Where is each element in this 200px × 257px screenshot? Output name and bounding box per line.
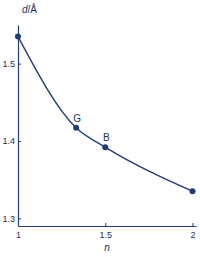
tick: 2 (191, 223, 196, 240)
tick: 1.5 (2, 59, 21, 69)
y-axis-title: d/Å (22, 3, 37, 15)
tick-mark (193, 223, 194, 226)
tick-label: 1.5 (2, 59, 15, 69)
axis-line (18, 26, 19, 227)
axis-line (19, 226, 197, 227)
x-axis-title: n (104, 242, 110, 253)
point (190, 188, 196, 194)
tick-label: 1.3 (2, 214, 15, 224)
tick: 1.3 (2, 214, 21, 224)
point-label: B (103, 132, 110, 143)
tick-label: 2 (191, 230, 196, 240)
point (15, 34, 21, 40)
y-axis: 1.3 1.4 1.5 (2, 26, 21, 227)
tick-mark (18, 218, 21, 219)
tick-label: 1.4 (2, 136, 15, 146)
tick-label: 1 (16, 230, 21, 240)
tick-label: 1.5 (99, 230, 112, 240)
point (102, 144, 108, 150)
point-label: G (73, 113, 81, 124)
tick-mark (105, 223, 106, 226)
point (73, 125, 79, 131)
tick: 1.4 (2, 136, 21, 146)
curve (18, 37, 193, 192)
chart: 11.521.31.41.5d/ÅnGB (0, 0, 200, 257)
tick-mark (18, 141, 21, 142)
x-axis: 11.52 (16, 223, 197, 240)
y-axis-title-part: /Å (28, 3, 38, 15)
tick: 1.5 (99, 223, 112, 240)
tick-mark (18, 64, 21, 65)
plot-area (15, 34, 196, 195)
